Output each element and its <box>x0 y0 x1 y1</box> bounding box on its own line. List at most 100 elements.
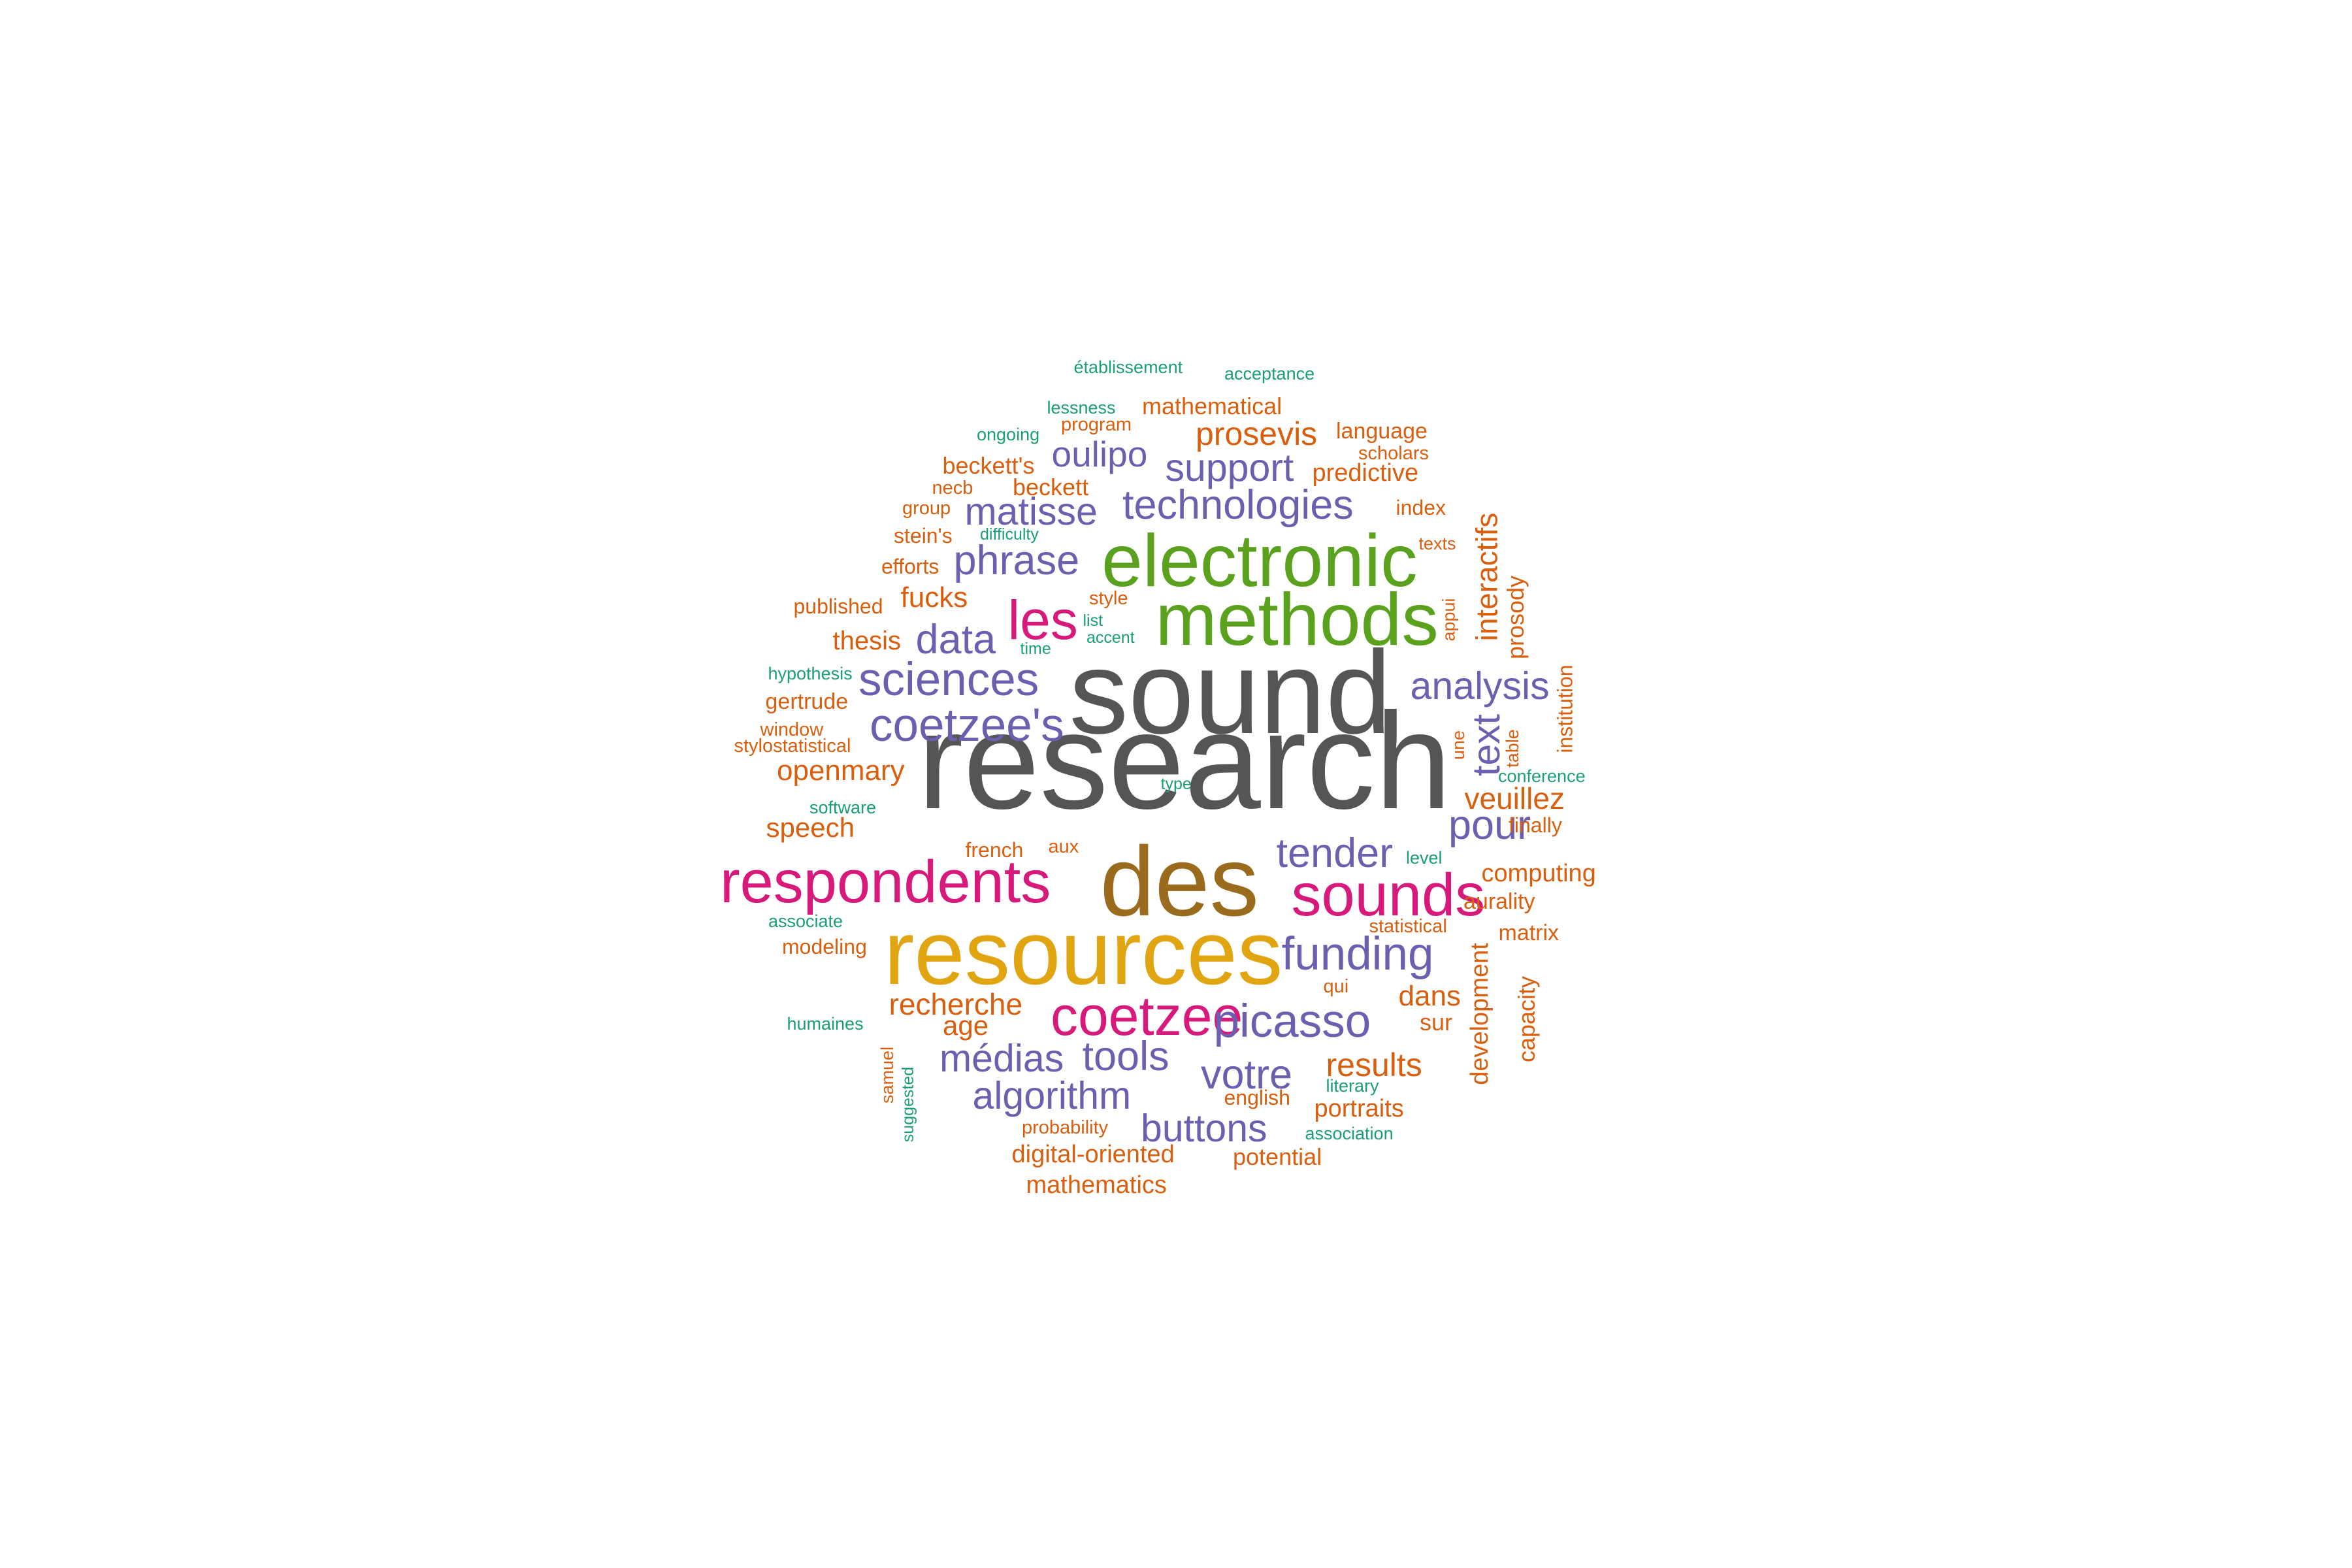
word-votre: votre <box>1201 1051 1293 1098</box>
word-coetzee-s: coetzee's <box>870 699 1064 751</box>
word-digital-oriented: digital-oriented <box>1011 1141 1175 1168</box>
word-phrase: phrase <box>953 537 1080 583</box>
word-electronic: electronic <box>1102 519 1418 602</box>
word-potential: potential <box>1233 1143 1322 1170</box>
word-qui: qui <box>1323 975 1349 997</box>
word-thesis: thesis <box>832 627 902 655</box>
word-association: association <box>1305 1123 1394 1143</box>
word-humaines: humaines <box>787 1013 864 1034</box>
word-oulipo: oulipo <box>1051 433 1148 474</box>
word-necb: necb <box>932 477 973 498</box>
word-sounds: sounds <box>1291 862 1486 928</box>
word-tools: tools <box>1082 1033 1169 1079</box>
word-matisse: matisse <box>964 489 1098 533</box>
word-prosevis: prosevis <box>1196 416 1318 452</box>
word-beckett: beckett <box>1013 474 1089 500</box>
word-literary: literary <box>1326 1075 1379 1096</box>
word-capacity: capacity <box>1513 975 1541 1063</box>
word-dans: dans <box>1398 980 1461 1012</box>
word-published: published <box>793 595 883 618</box>
word-pour: pour <box>1448 802 1531 848</box>
word-computing: computing <box>1481 860 1596 887</box>
word-picasso: picasso <box>1213 995 1371 1047</box>
word-finally: finally <box>1509 813 1562 837</box>
word-scholars: scholars <box>1358 442 1429 464</box>
word-results: results <box>1326 1047 1422 1083</box>
word-sound: sound <box>1069 626 1392 759</box>
word-associate: associate <box>768 911 843 931</box>
word-algorithm: algorithm <box>972 1073 1132 1117</box>
word-les: les <box>1007 589 1078 651</box>
word-methods: methods <box>1155 578 1439 661</box>
word-medias: médias <box>939 1036 1064 1080</box>
word-research: research <box>917 684 1452 838</box>
word-software: software <box>809 797 877 817</box>
word-fucks: fucks <box>900 581 968 613</box>
word-window: window <box>760 719 824 740</box>
word-time: time <box>1020 639 1051 658</box>
word-program: program <box>1061 414 1132 435</box>
word-sur: sur <box>1420 1009 1453 1036</box>
word-index: index <box>1396 496 1446 519</box>
word-appui: appui <box>1439 597 1459 642</box>
word-list: list <box>1083 611 1103 630</box>
word-accent: accent <box>1086 628 1135 647</box>
word-aurality: aurality <box>1463 889 1535 914</box>
word-recherche: recherche <box>889 987 1023 1021</box>
word-sciences: sciences <box>858 653 1039 706</box>
word-stein-s: stein's <box>894 524 953 547</box>
word-une: une <box>1448 730 1468 760</box>
word-predictive: predictive <box>1312 459 1419 487</box>
word-des: des <box>1100 825 1259 936</box>
word-portraits: portraits <box>1314 1095 1404 1122</box>
word-data: data <box>915 616 996 662</box>
word-speech: speech <box>766 812 855 843</box>
word-analysis: analysis <box>1410 664 1550 708</box>
word-support: support <box>1165 446 1294 489</box>
word-institution: institution <box>1553 664 1577 753</box>
word-development: development <box>1465 943 1494 1085</box>
word-respondents: respondents <box>720 849 1051 915</box>
word-buttons: buttons <box>1141 1106 1267 1150</box>
word-table: table <box>1502 728 1522 768</box>
word-mathematical: mathematical <box>1142 393 1282 419</box>
word-english: english <box>1224 1086 1290 1109</box>
word-statistical: statistical <box>1369 915 1447 937</box>
word-veuillez: veuillez <box>1464 781 1565 815</box>
word-stylostatistical: stylostatistical <box>734 735 851 757</box>
word-aux: aux <box>1048 836 1079 857</box>
word-hypothesis: hypothesis <box>768 663 853 683</box>
word-etablissement: établissement <box>1073 357 1183 377</box>
word-probability: probability <box>1022 1117 1109 1138</box>
word-funding: funding <box>1281 928 1434 980</box>
word-interactifs: interactifs <box>1469 512 1503 642</box>
word-conference: conference <box>1498 766 1586 786</box>
word-technologies: technologies <box>1122 482 1354 528</box>
word-acceptance: acceptance <box>1224 363 1315 384</box>
word-age: age <box>943 1010 989 1041</box>
word-group: group <box>902 497 951 519</box>
word-mathematics: mathematics <box>1026 1171 1167 1199</box>
word-coetzee: coetzee <box>1051 985 1243 1047</box>
word-style: style <box>1089 587 1128 609</box>
word-suggested: suggested <box>898 1066 917 1142</box>
word-openmary: openmary <box>777 755 905 787</box>
word-resources: resources <box>884 902 1283 1004</box>
word-tender: tender <box>1276 830 1394 876</box>
word-texts: texts <box>1418 533 1456 553</box>
word-matrix: matrix <box>1498 921 1560 945</box>
word-lessness: lessness <box>1047 397 1116 417</box>
word-difficulty: difficulty <box>980 525 1039 544</box>
word-language: language <box>1336 419 1428 444</box>
word-samuel: samuel <box>877 1046 897 1103</box>
word-ongoing: ongoing <box>977 424 1040 444</box>
word-prosody: prosody <box>1502 575 1529 660</box>
word-french: french <box>965 838 1024 862</box>
word-efforts: efforts <box>881 555 939 578</box>
word-level: level <box>1406 847 1443 868</box>
word-type: type <box>1160 774 1192 793</box>
word-modeling: modeling <box>782 935 867 958</box>
word-gertrude: gertrude <box>765 689 849 714</box>
word-beckett-s: beckett's <box>942 452 1035 479</box>
